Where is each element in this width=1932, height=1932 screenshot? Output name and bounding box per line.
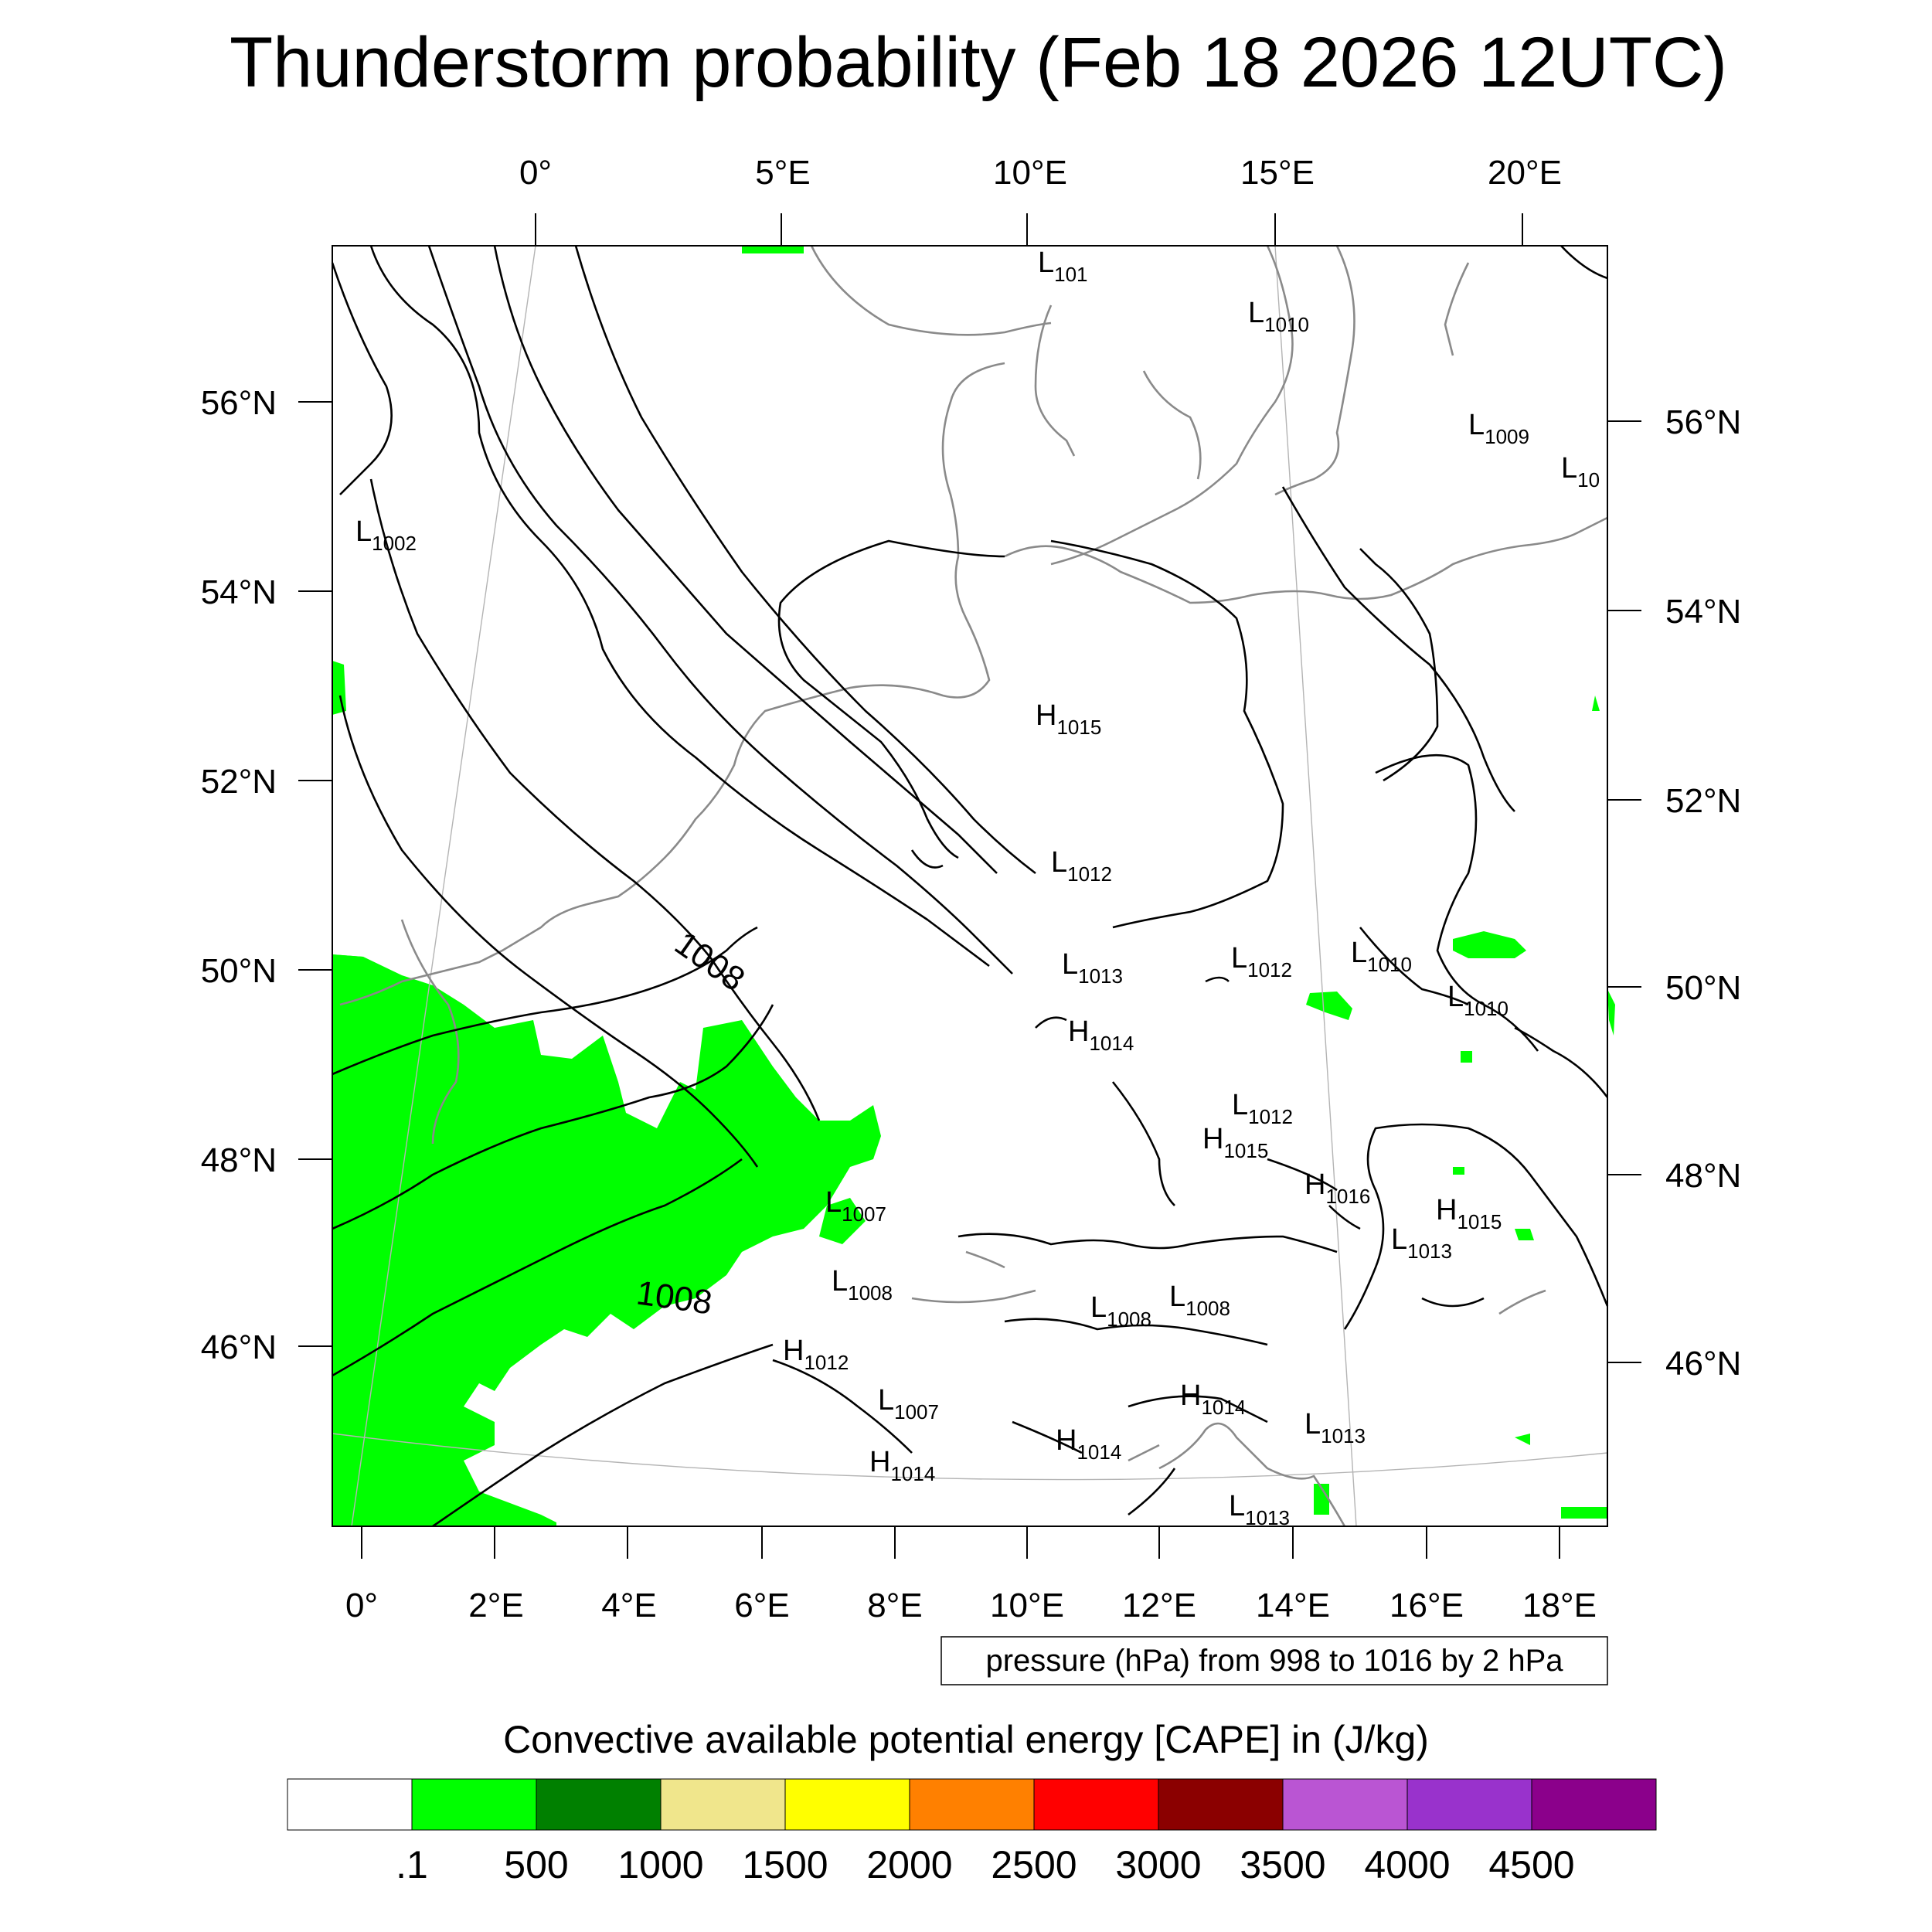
lat-label-right: 46°N	[1665, 1345, 1741, 1383]
left-lat-labels: 56°N 54°N 52°N 50°N 48°N 46°N	[201, 384, 277, 1366]
map-frame	[332, 245, 1608, 1527]
low-pressure-label: L1008	[832, 1265, 893, 1304]
bottom-lon-labels: 0° 2°E 4°E 6°E 8°E 10°E 12°E 14°E 16°E 1…	[345, 1587, 1597, 1624]
lon-label-bottom: 4°E	[601, 1587, 656, 1624]
lon-label-bottom: 14°E	[1256, 1587, 1330, 1624]
lat-label-left: 56°N	[201, 384, 277, 422]
low-pressure-label: L1007	[825, 1186, 886, 1226]
low-pressure-label: L1002	[355, 515, 417, 555]
colorbar-label: 4000	[1364, 1843, 1450, 1886]
low-pressure-label: L1012	[1232, 1089, 1293, 1128]
lat-label-right: 50°N	[1665, 969, 1741, 1007]
contour-info: pressure (hPa) from 998 to 1016 by 2 hPa	[985, 1644, 1563, 1678]
high-pressure-label: H1014	[1056, 1424, 1121, 1464]
lon-label-top: 15°E	[1240, 154, 1315, 192]
lon-label-bottom: 0°	[345, 1587, 378, 1624]
high-pressure-label: H1012	[783, 1335, 849, 1374]
lon-label-bottom: 8°E	[867, 1587, 922, 1624]
lon-label-bottom: 2°E	[468, 1587, 523, 1624]
lon-label-top: 20°E	[1488, 154, 1562, 192]
colorbar-swatch	[411, 1778, 537, 1831]
colorbar-swatch	[660, 1778, 786, 1831]
colorbar-swatch	[287, 1778, 413, 1831]
high-pressure-label: H1015	[1202, 1123, 1268, 1162]
lon-label-top: 5°E	[755, 154, 810, 192]
lat-label-left: 48°N	[201, 1141, 277, 1179]
colorbar-swatch	[1158, 1778, 1284, 1831]
colorbar-swatch	[1531, 1778, 1657, 1831]
colorbar-swatch	[909, 1778, 1035, 1831]
lat-label-left: 54°N	[201, 573, 277, 611]
high-pressure-label: H1015	[1036, 699, 1101, 739]
colorbar-label: .1	[396, 1843, 428, 1886]
high-pressure-label: H1016	[1304, 1168, 1370, 1208]
high-pressure-label: H1014	[1068, 1015, 1134, 1055]
low-pressure-label: L1007	[878, 1384, 939, 1423]
right-lat-labels: 56°N 54°N 52°N 50°N 48°N 46°N	[1665, 403, 1741, 1383]
low-pressure-label: L1012	[1231, 942, 1292, 981]
low-pressure-label: L1013	[1229, 1490, 1290, 1529]
lat-label-right: 52°N	[1665, 782, 1741, 820]
isobar-label: 1008	[668, 924, 751, 998]
colorbar-label: 3500	[1240, 1843, 1325, 1886]
map-area: 1008 1008 L101L1010L1009L10L1002H1015L10…	[331, 245, 1615, 1529]
lat-label-right: 54°N	[1665, 593, 1741, 631]
low-pressure-label: L1013	[1062, 948, 1123, 988]
low-pressure-label: L101	[1038, 247, 1088, 286]
low-pressure-label: L1010	[1447, 981, 1509, 1020]
low-pressure-label: L1010	[1351, 937, 1412, 976]
colorbar-swatch	[784, 1778, 910, 1831]
lat-label-right: 56°N	[1665, 403, 1741, 441]
coastlines	[339, 245, 1608, 1527]
high-pressure-label: H1015	[1436, 1194, 1502, 1233]
lon-label-bottom: 18°E	[1522, 1587, 1597, 1624]
low-pressure-label: L1009	[1468, 409, 1529, 448]
low-pressure-label: L1008	[1169, 1281, 1230, 1320]
lat-label-left: 46°N	[201, 1328, 277, 1366]
lat-label-right: 48°N	[1665, 1157, 1741, 1195]
chart-title: Thunderstorm probability (Feb 18 2026 12…	[230, 23, 1727, 102]
colorbar-label: 500	[504, 1843, 568, 1886]
low-pressure-label: L1010	[1248, 297, 1309, 336]
graticule	[332, 245, 1608, 1527]
colorbar-label: 1500	[742, 1843, 828, 1886]
colorbar-title: Convective available potential energy [C…	[503, 1718, 1429, 1761]
colorbar-swatch	[1033, 1778, 1159, 1831]
colorbar-swatch	[1282, 1778, 1408, 1831]
lon-label-bottom: 16°E	[1389, 1587, 1464, 1624]
colorbar-swatch	[536, 1778, 662, 1831]
low-pressure-label: L1013	[1391, 1223, 1452, 1263]
low-pressure-label: L1008	[1090, 1291, 1151, 1331]
colorbar-label: 4500	[1488, 1843, 1574, 1886]
colorbar-label: 3000	[1115, 1843, 1201, 1886]
low-pressure-label: L1012	[1051, 846, 1112, 886]
high-pressure-label: H1014	[869, 1446, 935, 1485]
lat-label-left: 52°N	[201, 763, 277, 801]
low-pressure-label: L1013	[1304, 1408, 1366, 1447]
top-lon-labels: 0° 5°E 10°E 15°E 20°E	[519, 154, 1562, 192]
lon-label-bottom: 10°E	[990, 1587, 1064, 1624]
high-pressure-label: H1014	[1180, 1379, 1246, 1419]
lon-label-bottom: 6°E	[734, 1587, 789, 1624]
contour-info-box: pressure (hPa) from 998 to 1016 by 2 hPa	[940, 1636, 1608, 1685]
tick-marks	[298, 213, 1641, 1559]
lat-label-left: 50°N	[201, 952, 277, 990]
colorbar-label: 2000	[866, 1843, 952, 1886]
low-pressure-label: L10	[1561, 452, 1600, 492]
colorbar-swatch	[1406, 1778, 1532, 1831]
isobars	[331, 245, 1609, 1528]
cape-shading	[332, 246, 1615, 1526]
lon-label-top: 10°E	[993, 154, 1067, 192]
lon-label-top: 0°	[519, 154, 552, 192]
colorbar-label: 2500	[991, 1843, 1077, 1886]
colorbar-label: 1000	[617, 1843, 703, 1886]
lon-label-bottom: 12°E	[1122, 1587, 1196, 1624]
colorbar: .1 500 1000 1500 2000 2500 3000 3500 4000 4500	[287, 1778, 1657, 1886]
